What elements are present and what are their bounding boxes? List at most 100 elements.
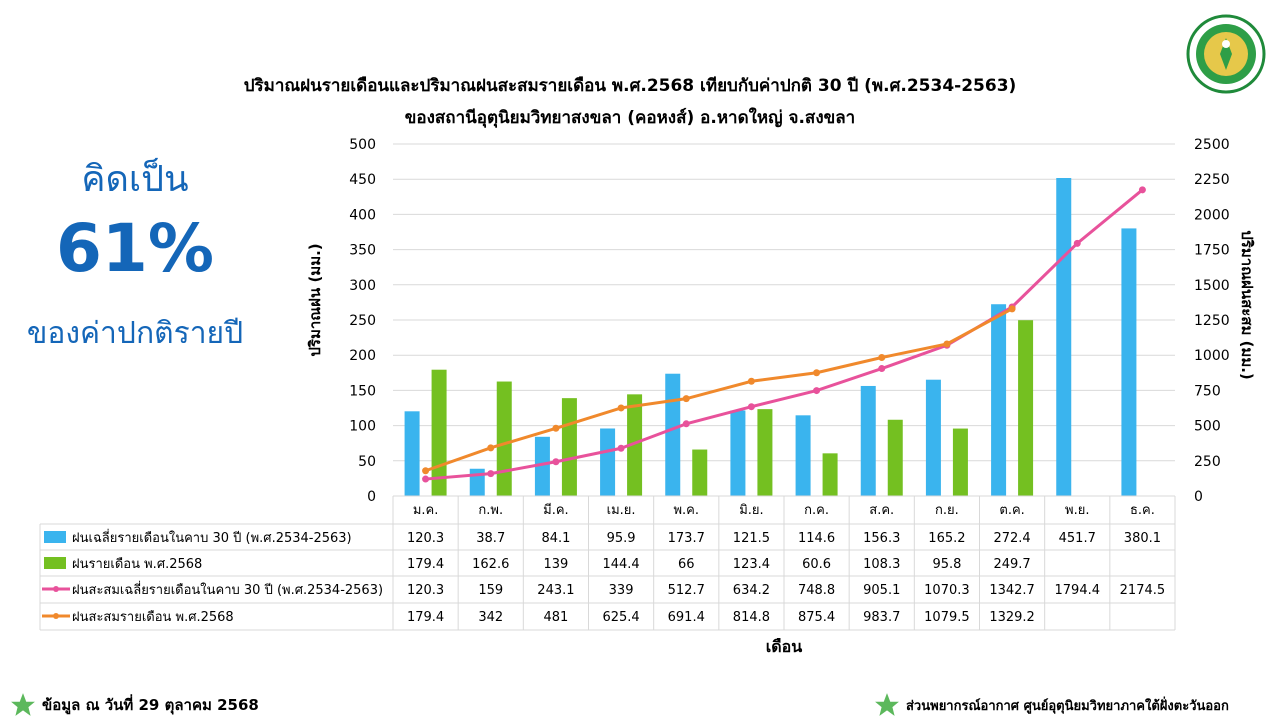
table-cell: 120.3: [407, 583, 444, 598]
y-tick-label: 100: [349, 419, 376, 435]
table-cell: 249.7: [993, 557, 1030, 572]
table-cell: 339: [609, 583, 634, 598]
x-tick-label: ก.ค.: [804, 503, 829, 518]
data-point: [422, 475, 430, 483]
data-point: [943, 340, 951, 348]
meteorological-department-seal-icon: [1186, 14, 1266, 94]
table-cell: 1070.3: [924, 583, 970, 598]
data-point: [878, 353, 886, 361]
summary-percent-value: 61%: [56, 210, 214, 287]
table-cell: 272.4: [993, 531, 1030, 546]
chart-title-line1: ปริมาณฝนรายเดือนและปริมาณฝนสะสมรายเดือน …: [243, 76, 1017, 96]
x-tick-label: ก.ย.: [935, 503, 959, 518]
y-tick-label: 350: [349, 243, 376, 259]
table-cell: 512.7: [668, 583, 705, 598]
table-cell: 123.4: [733, 557, 770, 572]
data-point: [617, 444, 625, 452]
table-cell: 875.4: [798, 610, 835, 625]
bar: [561, 398, 577, 496]
table-cell: 179.4: [407, 557, 444, 572]
y2-tick-label: 1000: [1194, 348, 1230, 364]
bar: [952, 428, 968, 496]
data-point: [747, 403, 755, 411]
x-tick-label: ธ.ค.: [1130, 503, 1155, 518]
table-cell: 38.7: [476, 531, 505, 546]
table-cell: 159: [478, 583, 503, 598]
y2-tick-label: 2500: [1194, 137, 1230, 153]
y2-tick-label: 1750: [1194, 243, 1230, 259]
table-cell: 139: [544, 557, 569, 572]
table-cell: 814.8: [733, 610, 770, 625]
table-cell: 983.7: [863, 610, 900, 625]
table-cell: 451.7: [1059, 531, 1096, 546]
y2-tick-label: 250: [1194, 454, 1221, 470]
y-tick-label: 50: [358, 454, 376, 470]
table-cell: 1342.7: [989, 583, 1035, 598]
bar: [730, 410, 746, 496]
y2-tick-label: 1250: [1194, 313, 1230, 329]
y-tick-label: 200: [349, 348, 376, 364]
y2-axis-title: ปริมาณฝนสะสม (มม.): [1238, 230, 1256, 380]
data-point: [1008, 305, 1016, 313]
data-point: [617, 404, 625, 412]
table-cell: 380.1: [1124, 531, 1161, 546]
legend-label: ฝนรายเดือน พ.ศ.2568: [72, 556, 202, 572]
x-tick-label: มิ.ย.: [739, 503, 763, 518]
bar: [404, 411, 420, 496]
footer-source: ส่วนพยากรณ์อากาศ ศูนย์อุตุนิยมวิทยาภาคใต…: [874, 692, 1229, 718]
y-axis-title: ปริมาณฝน (มม.): [306, 243, 324, 356]
bar: [1056, 178, 1072, 496]
bar: [925, 379, 941, 496]
data-point: [813, 369, 821, 377]
bar: [1018, 320, 1034, 496]
legend-swatch: [53, 586, 59, 592]
y-tick-label: 500: [349, 137, 376, 153]
data-point: [552, 424, 560, 432]
data-point: [487, 444, 495, 452]
x-tick-label: ส.ค.: [869, 503, 894, 518]
legend-label: ฝนสะสมรายเดือน พ.ศ.2568: [72, 609, 234, 625]
bar: [887, 419, 903, 496]
data-point: [422, 467, 430, 475]
y-tick-label: 450: [349, 172, 376, 188]
summary-prefix: คิดเป็น: [81, 159, 189, 200]
footer-left-text: ข้อมูล ณ วันที่ 29 ตุลาคม 2568: [42, 696, 259, 714]
legend-label: ฝนสะสมเฉลี่ยรายเดือนในคาบ 30 ปี (พ.ศ.253…: [72, 581, 383, 598]
bar: [665, 373, 681, 496]
footer-right-text: ส่วนพยากรณ์อากาศ ศูนย์อุตุนิยมวิทยาภาคใต…: [906, 698, 1229, 714]
x-tick-label: ก.พ.: [478, 503, 503, 518]
series-line: [425, 188, 1144, 481]
bar: [795, 415, 811, 496]
y2-tick-label: 2250: [1194, 172, 1230, 188]
table-cell: 95.9: [607, 531, 636, 546]
bar: [860, 385, 876, 496]
table-cell: 1794.4: [1055, 583, 1101, 598]
table-cell: 95.8: [932, 557, 961, 572]
bar: [496, 381, 512, 496]
table-cell: 748.8: [798, 583, 835, 598]
table-cell: 179.4: [407, 610, 444, 625]
table-cell: 1329.2: [989, 610, 1035, 625]
data-point: [682, 420, 690, 428]
bar: [1121, 228, 1137, 496]
table-cell: 60.6: [802, 557, 831, 572]
legend-swatch: [53, 613, 59, 619]
star-icon: [11, 693, 35, 716]
data-point: [878, 365, 886, 373]
x-tick-label: ม.ค.: [413, 503, 439, 518]
y2-tick-label: 500: [1194, 419, 1221, 435]
table-cell: 108.3: [863, 557, 900, 572]
table-cell: 905.1: [863, 583, 900, 598]
table-cell: 162.6: [472, 557, 509, 572]
data-point: [682, 395, 690, 403]
y-tick-label: 400: [349, 207, 376, 223]
legend-swatch: [44, 531, 66, 543]
table-cell: 156.3: [863, 531, 900, 546]
table-cell: 2174.5: [1120, 583, 1166, 598]
table-cell: 144.4: [602, 557, 639, 572]
table-cell: 165.2: [928, 531, 965, 546]
data-point: [1073, 239, 1081, 247]
series-line: [425, 307, 1013, 473]
x-axis-title: เดือน: [766, 637, 802, 656]
table-cell: 342: [478, 610, 503, 625]
